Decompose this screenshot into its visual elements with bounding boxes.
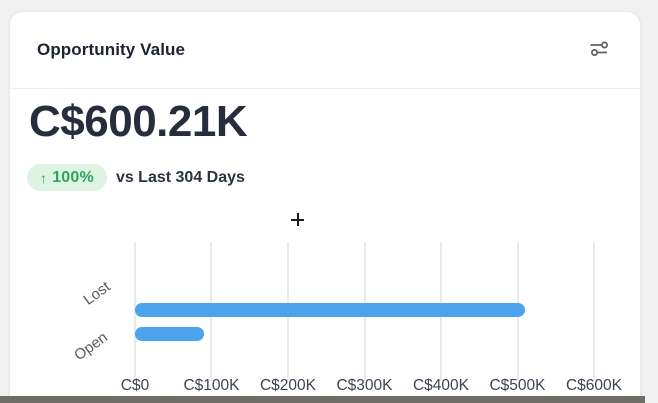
sliders-icon [587,38,610,62]
up-arrow-icon: ↑ [40,169,48,186]
card-header: Opportunity Value [10,12,640,89]
category-label-open: Open [71,328,111,365]
x-tick-label: C$100K [183,377,240,394]
x-tick-label: C$500K [489,377,546,394]
crosshair-cursor-icon [290,212,305,227]
plot-area [134,242,595,381]
card-title: Opportunity Value [37,40,186,59]
bar-open[interactable] [135,327,204,341]
x-tick-label: C$400K [412,377,469,394]
change-percent: 100% [52,168,94,186]
x-tick-label: C$300K [336,377,393,394]
gridline [593,242,595,381]
bar-lost[interactable] [135,303,526,317]
x-tick-label: C$200K [259,377,316,394]
metric-value: C$600.21K [29,97,248,146]
bottom-edge-strip [0,396,645,403]
x-tick-label: C$600K [565,377,623,394]
opportunity-value-card: Opportunity Value C$600.21K ↑ 100% vs La… [9,11,641,403]
comparison-label: vs Last 304 Days [115,168,245,186]
filter-settings-button[interactable] [585,36,612,64]
change-badge: ↑ 100% [27,164,107,191]
metric-row: ↑ 100% vs Last 304 Days [27,164,245,191]
category-label-lost: Lost [80,278,114,309]
x-tick-label: C$0 [120,377,150,394]
x-axis: C$0 C$100K C$200K C$300K C$400K C$500K C$600K [121,377,622,397]
